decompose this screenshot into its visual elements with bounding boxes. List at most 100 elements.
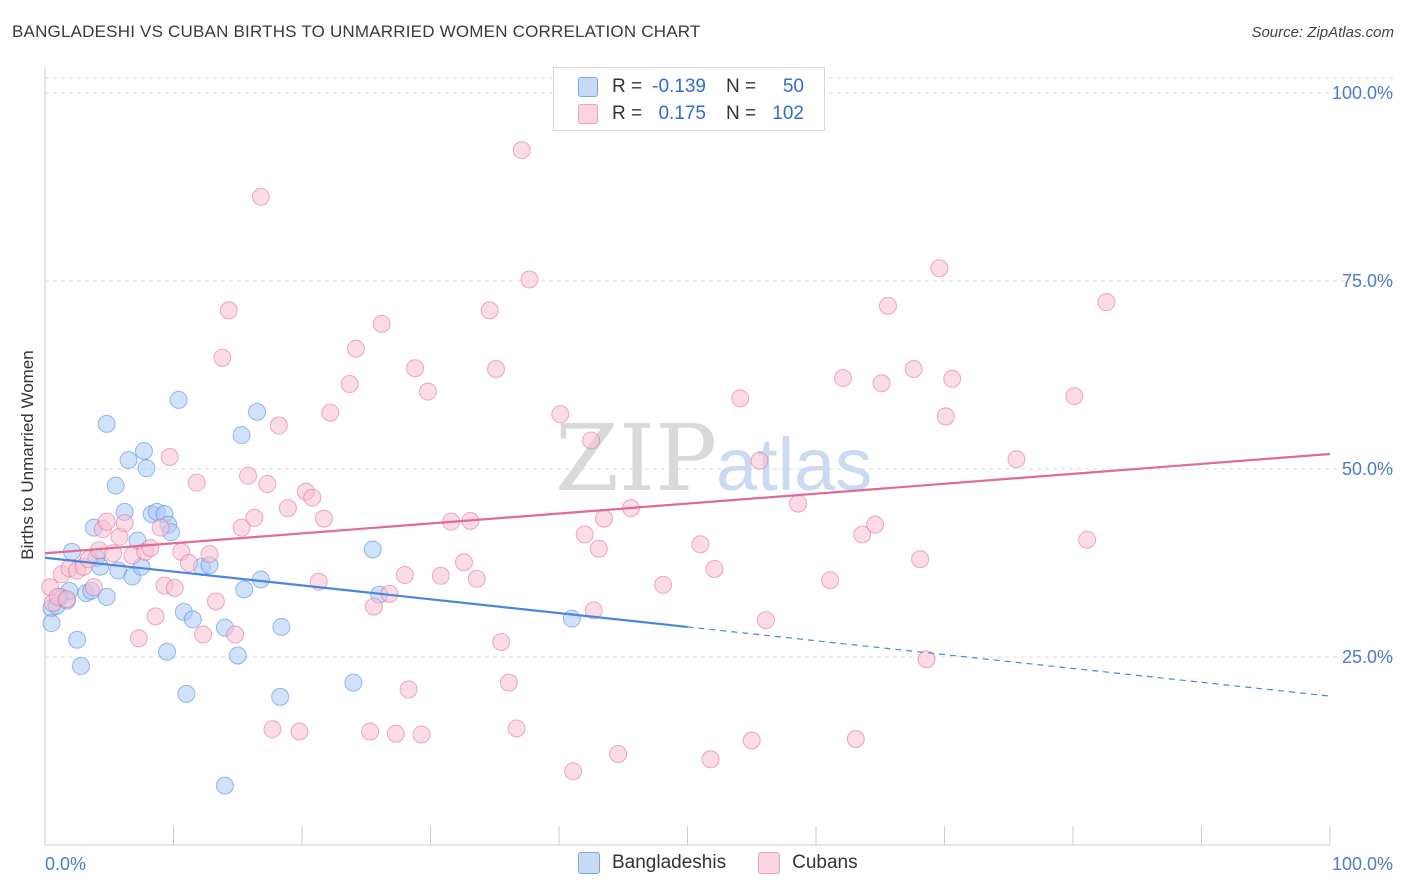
cuban-point [219,301,238,320]
correlation-legend: R = -0.139 N = 50 R = 0.175 N = 102 [553,67,825,131]
cuban-point [705,560,724,579]
legend-swatch-blue [578,77,598,97]
legend-n-label: N = [726,76,757,97]
cuban-point [395,566,414,585]
cuban-point [263,720,282,739]
bangladeshi-point [68,630,87,649]
cuban-point [226,625,245,644]
cuban-point [251,187,270,206]
cuban-point [467,569,486,588]
bangladeshi-point [119,450,138,469]
legend-row-cubans: R = 0.175 N = 102 [578,101,804,127]
cuban-point [187,473,206,492]
cuban-point [431,566,450,585]
cuban-point [364,597,383,616]
legend-n-value: 50 [782,76,804,97]
bangladeshi-points [42,390,581,795]
cuban-point [314,509,333,528]
chart-title: BANGLADESHI VS CUBAN BIRTHS TO UNMARRIED… [12,22,701,41]
bangladeshi-point [248,402,267,421]
cuban-point [141,538,160,557]
axes [44,68,1331,846]
cuban-point [789,494,808,513]
bangladeshi-point [158,642,177,661]
cuban-point [582,431,601,450]
bangladeshi-point [169,390,188,409]
bangladeshi-point [42,614,61,633]
cuban-point [206,592,225,611]
cuban-point [129,629,148,648]
cuban-point [340,375,359,394]
cuban-point [756,611,775,630]
cuban-point [584,601,603,620]
bangladeshi-point [363,540,382,559]
cuban-point [165,578,184,597]
cuban-point [406,359,425,378]
cuban-point [853,525,872,544]
legend-r-value: -0.139 [652,76,706,97]
trend-lines [44,452,1331,697]
cuban-point [480,301,499,320]
cuban-point [1097,293,1116,312]
bangladeshi-point [183,610,202,629]
cuban-point [878,296,897,315]
bangladeshi-point [134,441,153,460]
cuban-point [151,518,170,537]
cuban-point [146,607,165,626]
y-tick-label: 25.0% [1342,647,1393,667]
cuban-point [232,518,251,537]
legend-r-label: R = [612,76,643,97]
bangladeshi-point [97,587,116,606]
y-tick-label: 50.0% [1342,459,1393,479]
cuban-point [911,550,930,569]
cuban-point [258,475,277,494]
cuban-point [492,632,511,651]
cuban-point [160,447,179,466]
legend-swatch-blue [578,852,600,874]
cuban-point [609,745,628,764]
bangladeshi-point [71,657,90,676]
cuban-point [399,680,418,699]
bangladeshi-point [271,687,290,706]
bangladeshi-point [97,414,116,433]
cuban-point [239,466,258,485]
cuban-point [321,403,340,422]
cuban-point [821,571,840,590]
cuban-point [386,724,405,743]
cuban-point [278,499,297,518]
cuban-point [346,339,365,358]
legend-r-label: R = [612,103,643,124]
cuban-point [943,369,962,388]
legend-r-value: 0.175 [658,103,706,124]
tick-labels: 25.0% 50.0% 75.0% 100.0% 0.0% 100.0% [45,83,1393,874]
legend-item-bangladeshis: Bangladeshis [578,852,726,874]
cuban-point [833,369,852,388]
cuban-point [551,405,570,424]
cuban-point [200,544,219,563]
cuban-point [507,719,526,738]
cuban-point [97,512,116,531]
y-tick-label: 100.0% [1332,83,1393,103]
legend-item-cubans: Cubans [758,852,858,874]
cuban-point [412,725,431,744]
bangladeshi-point [177,684,196,703]
cuban-point [742,731,761,750]
cuban-point [194,625,213,644]
cuban-trend-line [44,452,1331,555]
cuban-point [930,259,949,278]
cuban-point [115,514,134,533]
cuban-point [361,722,380,741]
cuban-point [564,762,583,781]
bangladeshi-point [228,646,247,665]
cuban-point [290,722,309,741]
cuban-point [846,729,865,748]
cuban-point [269,416,288,435]
bangladeshi-point [562,609,581,628]
legend-swatch-pink [758,852,781,874]
watermark-atlas: atlas [716,423,872,506]
cuban-point [245,508,264,527]
bangladeshi-point [106,476,125,495]
cuban-point [594,509,613,528]
legend-n-value: 102 [772,103,804,124]
